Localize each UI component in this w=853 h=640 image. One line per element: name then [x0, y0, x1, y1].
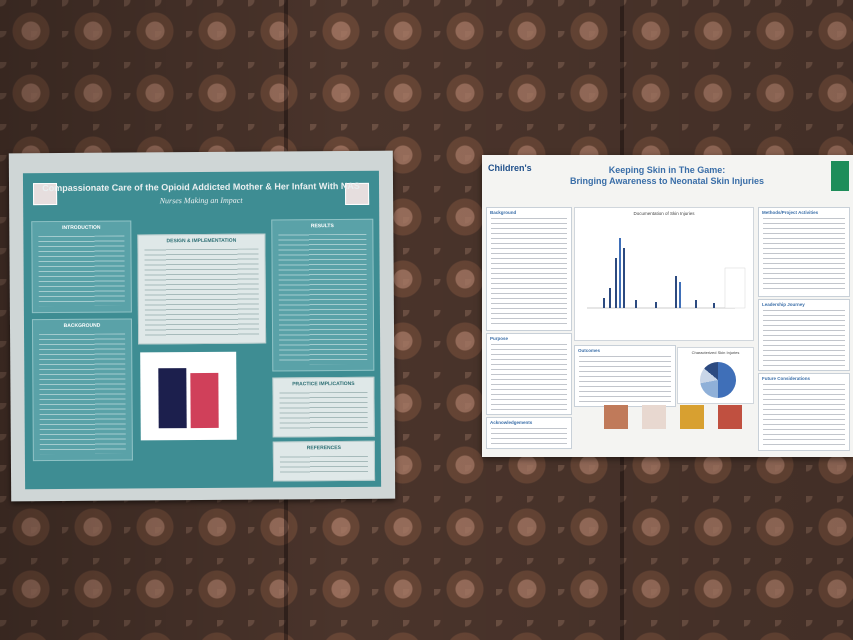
purpose-column: Purpose — [486, 333, 572, 415]
characterized-injuries-chart: Characterized Skin Injuries — [677, 347, 754, 404]
results-heading: RESULTS — [310, 223, 334, 230]
poster-right-title-line2: Bringing Awareness to Neonatal Skin Inju… — [569, 176, 765, 186]
leadership-text — [763, 310, 845, 366]
poster-left-panel: Compassionate Care of the Opioid Addicte… — [22, 170, 382, 490]
chart-bar — [190, 372, 219, 429]
methods-text — [763, 218, 845, 292]
leadership-heading: Leadership Journey — [762, 302, 805, 307]
practice-text — [279, 391, 368, 431]
references-box: REFERENCES — [272, 440, 376, 482]
design-heading: DESIGN & IMPLEMENTATION — [166, 237, 237, 245]
acknowledgements-heading: Acknowledgements — [490, 420, 533, 425]
design-text — [144, 248, 260, 338]
references-text — [279, 455, 369, 475]
acknowledgements-column: Acknowledgements — [486, 417, 572, 449]
practice-box: PRACTICE IMPLICATIONS — [272, 376, 375, 438]
hospital-logo: Children's — [488, 163, 532, 173]
poster-right: Children's Keeping Skin in The Game: Bri… — [482, 155, 853, 457]
introduction-heading: INTRODUCTION — [62, 224, 101, 231]
leadership-column: Leadership Journey — [758, 299, 850, 371]
results-text — [278, 233, 368, 365]
methods-column: Methods/Project Activities — [758, 207, 850, 297]
poster-left-subtitle: Nurses Making an Impact — [159, 195, 243, 206]
background-text — [491, 218, 567, 326]
chart-bars — [587, 238, 746, 309]
design-box: DESIGN & IMPLEMENTATION — [137, 233, 267, 345]
poster-right-badge — [831, 161, 849, 191]
background-text — [39, 333, 126, 455]
skin-injuries-chart: Documentation of Skin Injuries — [574, 207, 754, 341]
background-heading: Background — [490, 210, 517, 215]
pie-title: Characterized Skin Injuries — [691, 350, 740, 355]
methods-heading: Methods/Project Activities — [762, 210, 819, 215]
outcomes-heading: Outcomes — [578, 348, 601, 353]
future-heading: Future Considerations — [762, 376, 811, 381]
acknowledgements-text — [491, 428, 567, 444]
background-heading: BACKGROUND — [63, 322, 101, 329]
poster-right-title-line1: Keeping Skin in The Game: — [608, 165, 726, 175]
references-heading: REFERENCES — [306, 445, 341, 452]
introduction-text — [38, 235, 125, 307]
injury-photo — [642, 405, 666, 429]
injury-photo — [604, 405, 628, 429]
future-column: Future Considerations — [758, 373, 850, 451]
chart-title: Documentation of Skin Injuries — [633, 211, 695, 216]
purpose-text — [491, 344, 567, 410]
outcomes-text — [579, 356, 671, 402]
pie-chart — [700, 362, 736, 398]
purpose-heading: Purpose — [490, 336, 509, 341]
results-box: RESULTS — [271, 218, 375, 372]
practice-heading: PRACTICE IMPLICATIONS — [292, 380, 355, 388]
poster-left-title: Compassionate Care of the Opioid Addicte… — [42, 180, 360, 194]
poster-left: Compassionate Care of the Opioid Addicte… — [8, 150, 396, 502]
poster-left-bar-chart — [140, 351, 237, 441]
injury-photo — [718, 405, 742, 429]
background-box: BACKGROUND — [31, 318, 133, 462]
background-column: Background — [486, 207, 572, 331]
injury-photo — [680, 405, 704, 429]
future-text — [763, 384, 845, 446]
chart-bar — [158, 368, 187, 429]
introduction-box: INTRODUCTION — [31, 220, 132, 314]
outcomes-column: Outcomes — [574, 345, 676, 407]
